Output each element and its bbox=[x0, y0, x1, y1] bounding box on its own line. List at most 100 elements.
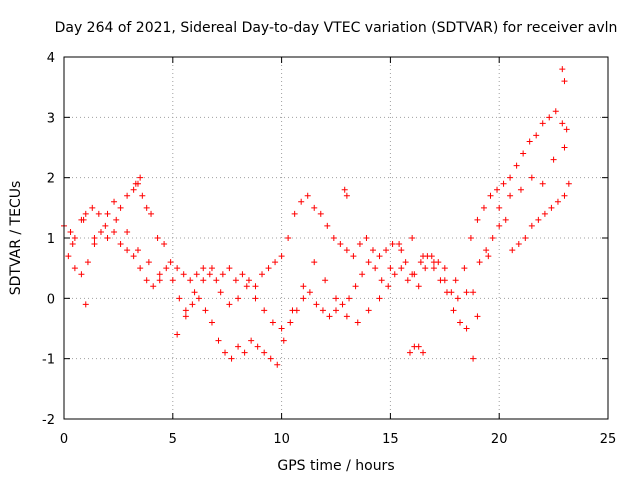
data-point-main bbox=[117, 204, 124, 211]
y-tick-label: -1 bbox=[42, 353, 55, 368]
data-point-main bbox=[89, 204, 96, 211]
data-point-secondary bbox=[124, 247, 131, 254]
data-point-secondary bbox=[150, 283, 157, 290]
data-point-tertiary bbox=[208, 265, 215, 272]
data-point-secondary bbox=[130, 253, 137, 260]
data-point-secondary bbox=[535, 216, 542, 223]
data-point-main bbox=[167, 259, 174, 266]
y-tick-label: 3 bbox=[47, 111, 55, 126]
data-point-main bbox=[232, 277, 239, 284]
data-point-tertiary bbox=[452, 277, 459, 284]
data-point-main bbox=[278, 253, 285, 260]
x-tick-label: 20 bbox=[491, 432, 508, 447]
data-point-secondary bbox=[346, 295, 353, 302]
data-point-secondary bbox=[391, 271, 398, 278]
data-point-secondary bbox=[359, 271, 366, 278]
data-point-main bbox=[226, 265, 233, 272]
data-point-main bbox=[343, 247, 350, 254]
data-point-main bbox=[533, 132, 540, 139]
data-point-tertiary bbox=[343, 313, 350, 320]
data-point-secondary bbox=[65, 253, 72, 260]
data-point-secondary bbox=[561, 192, 568, 199]
data-point-main bbox=[180, 271, 187, 278]
data-point-tertiary bbox=[80, 216, 87, 223]
data-point-secondary bbox=[319, 307, 326, 314]
data-point-main bbox=[311, 204, 318, 211]
data-point-isolated bbox=[341, 186, 348, 193]
data-point-main bbox=[259, 271, 266, 278]
data-point-main bbox=[376, 253, 383, 260]
data-point-secondary bbox=[84, 259, 91, 266]
data-point-isolated bbox=[561, 78, 568, 85]
y-tick-label: -2 bbox=[42, 413, 55, 428]
x-tick-label: 0 bbox=[60, 432, 68, 447]
data-point-secondary bbox=[267, 355, 274, 362]
data-point-tertiary bbox=[441, 265, 448, 272]
data-point-secondary bbox=[156, 277, 163, 284]
y-axis-label: SDTVAR / TECUs bbox=[8, 181, 24, 296]
data-point-isolated bbox=[406, 349, 413, 356]
data-point-main bbox=[193, 271, 200, 278]
data-point-secondary bbox=[352, 283, 359, 290]
data-point-tertiary bbox=[235, 295, 242, 302]
data-point-tertiary bbox=[561, 144, 568, 151]
data-point-secondary bbox=[443, 289, 450, 296]
data-point-main bbox=[272, 259, 279, 266]
data-point-tertiary bbox=[226, 301, 233, 308]
data-point-main bbox=[148, 210, 155, 217]
data-point-main bbox=[480, 204, 487, 211]
data-point-tertiary bbox=[261, 307, 268, 314]
x-tick-label: 25 bbox=[600, 432, 617, 447]
data-point-tertiary bbox=[517, 186, 524, 193]
data-point-isolated bbox=[415, 343, 422, 350]
data-point-tertiary bbox=[69, 241, 76, 248]
data-point-secondary bbox=[248, 337, 255, 344]
data-point-isolated bbox=[132, 180, 139, 187]
data-point-secondary bbox=[457, 319, 464, 326]
data-point-tertiary bbox=[278, 325, 285, 332]
data-point-main bbox=[317, 210, 324, 217]
data-point-main bbox=[539, 120, 546, 127]
data-point-main bbox=[111, 198, 118, 205]
data-point-main bbox=[369, 247, 376, 254]
data-point-secondary bbox=[228, 355, 235, 362]
data-point-main bbox=[130, 186, 137, 193]
data-point-secondary bbox=[430, 265, 437, 272]
data-point-tertiary bbox=[398, 247, 405, 254]
data-point-main bbox=[324, 222, 331, 229]
data-point-main bbox=[507, 174, 514, 181]
data-point-main bbox=[298, 198, 305, 205]
data-point-main bbox=[330, 235, 337, 241]
data-point-secondary bbox=[313, 301, 320, 308]
data-point-main bbox=[174, 265, 181, 272]
data-point-secondary bbox=[411, 271, 418, 278]
data-point-tertiary bbox=[322, 277, 329, 284]
data-point-secondary bbox=[215, 337, 222, 344]
data-point-secondary bbox=[261, 349, 268, 356]
data-point-isolated bbox=[559, 66, 566, 73]
data-point-main bbox=[285, 235, 292, 241]
data-point-secondary bbox=[398, 265, 405, 272]
data-point-main bbox=[559, 120, 566, 127]
data-point-secondary bbox=[222, 349, 229, 356]
data-points bbox=[61, 66, 572, 368]
data-point-secondary bbox=[326, 313, 333, 320]
data-point-main bbox=[563, 126, 570, 133]
data-point-main bbox=[454, 295, 461, 302]
data-point-tertiary bbox=[252, 295, 259, 302]
data-point-main bbox=[71, 235, 78, 241]
data-point-secondary bbox=[378, 277, 385, 284]
data-point-main bbox=[467, 235, 474, 241]
data-point-main bbox=[304, 192, 311, 199]
data-point-secondary bbox=[483, 247, 490, 254]
data-point-secondary bbox=[470, 289, 477, 296]
data-point-tertiary bbox=[269, 319, 276, 326]
data-point-main bbox=[513, 162, 520, 169]
data-point-secondary bbox=[417, 259, 424, 266]
data-point-secondary bbox=[143, 277, 150, 284]
data-point-main bbox=[500, 180, 507, 187]
data-point-secondary bbox=[208, 319, 215, 326]
data-point-secondary bbox=[117, 241, 124, 248]
data-point-secondary bbox=[195, 295, 202, 302]
data-point-tertiary bbox=[243, 283, 250, 290]
